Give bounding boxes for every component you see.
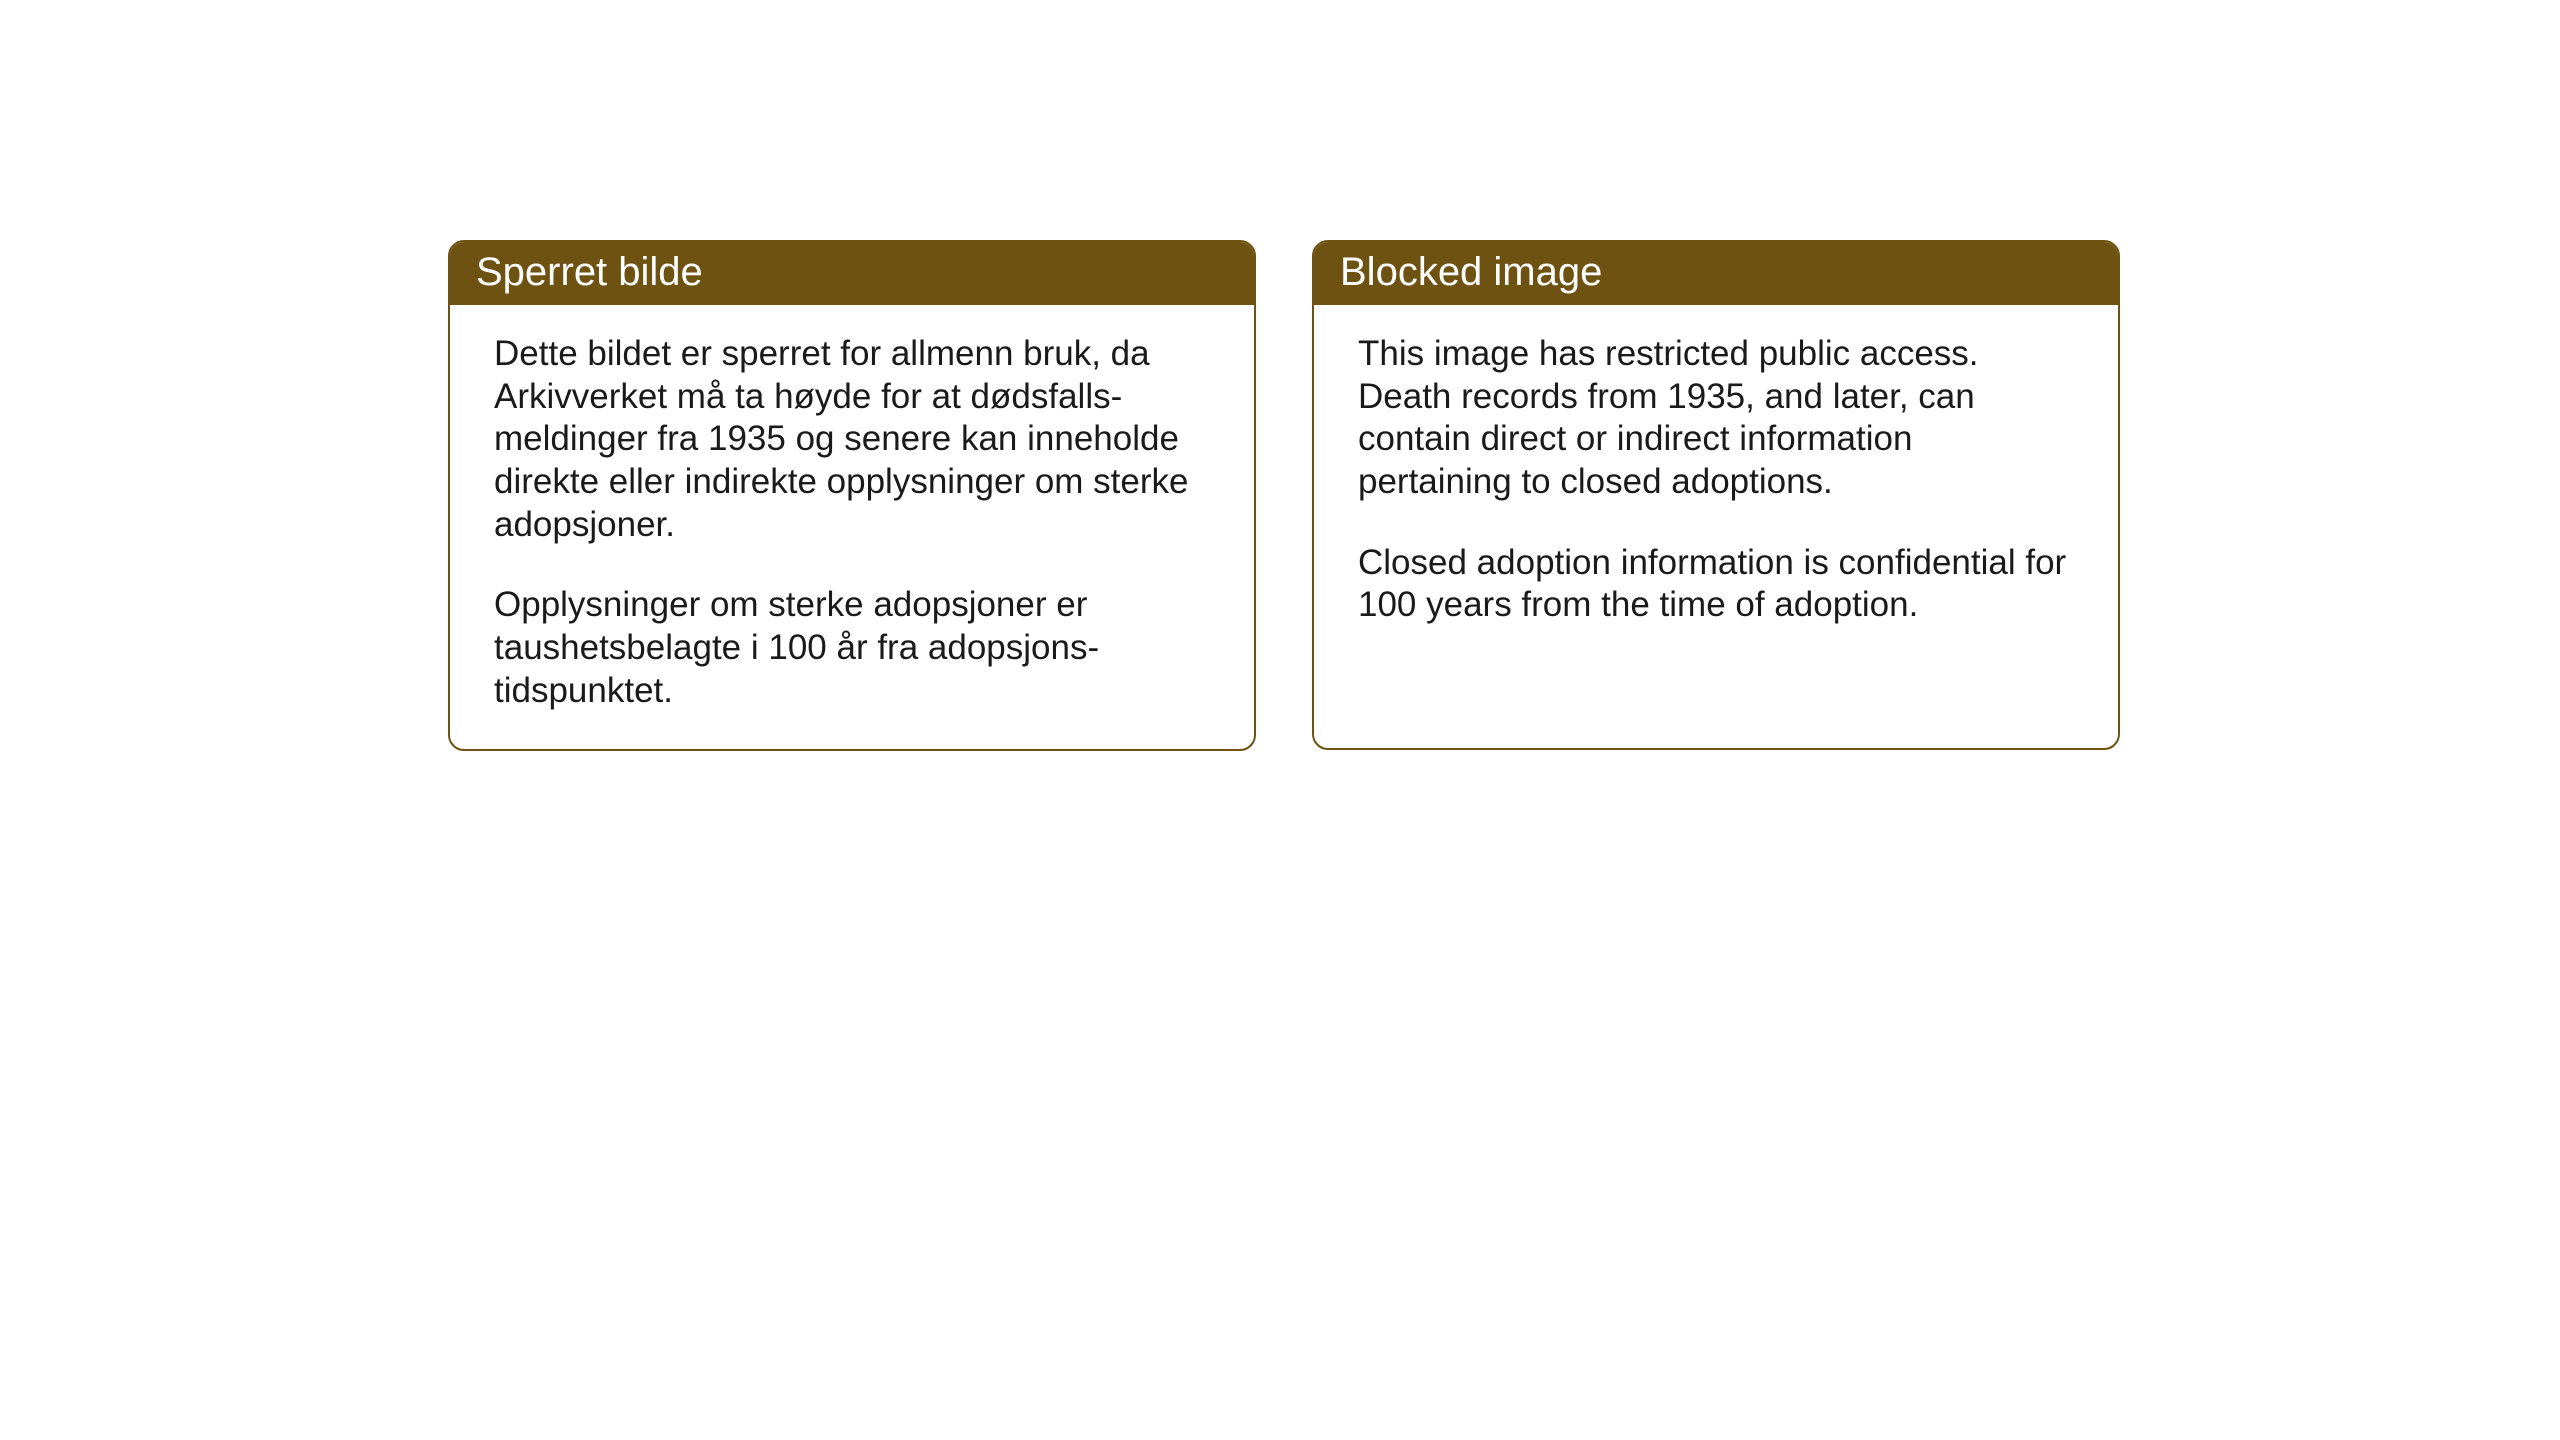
- notice-paragraph: This image has restricted public access.…: [1358, 333, 2074, 504]
- notice-container: Sperret bilde Dette bildet er sperret fo…: [448, 240, 2120, 751]
- notice-box-norwegian: Sperret bilde Dette bildet er sperret fo…: [448, 240, 1256, 751]
- notice-header-norwegian: Sperret bilde: [450, 242, 1254, 305]
- notice-header-english: Blocked image: [1314, 242, 2118, 305]
- notice-paragraph: Closed adoption information is confident…: [1358, 542, 2074, 627]
- notice-paragraph: Opplysninger om sterke adopsjoner er tau…: [494, 584, 1210, 712]
- notice-body-norwegian: Dette bildet er sperret for allmenn bruk…: [450, 305, 1254, 749]
- notice-box-english: Blocked image This image has restricted …: [1312, 240, 2120, 750]
- notice-paragraph: Dette bildet er sperret for allmenn bruk…: [494, 333, 1210, 546]
- notice-body-english: This image has restricted public access.…: [1314, 305, 2118, 663]
